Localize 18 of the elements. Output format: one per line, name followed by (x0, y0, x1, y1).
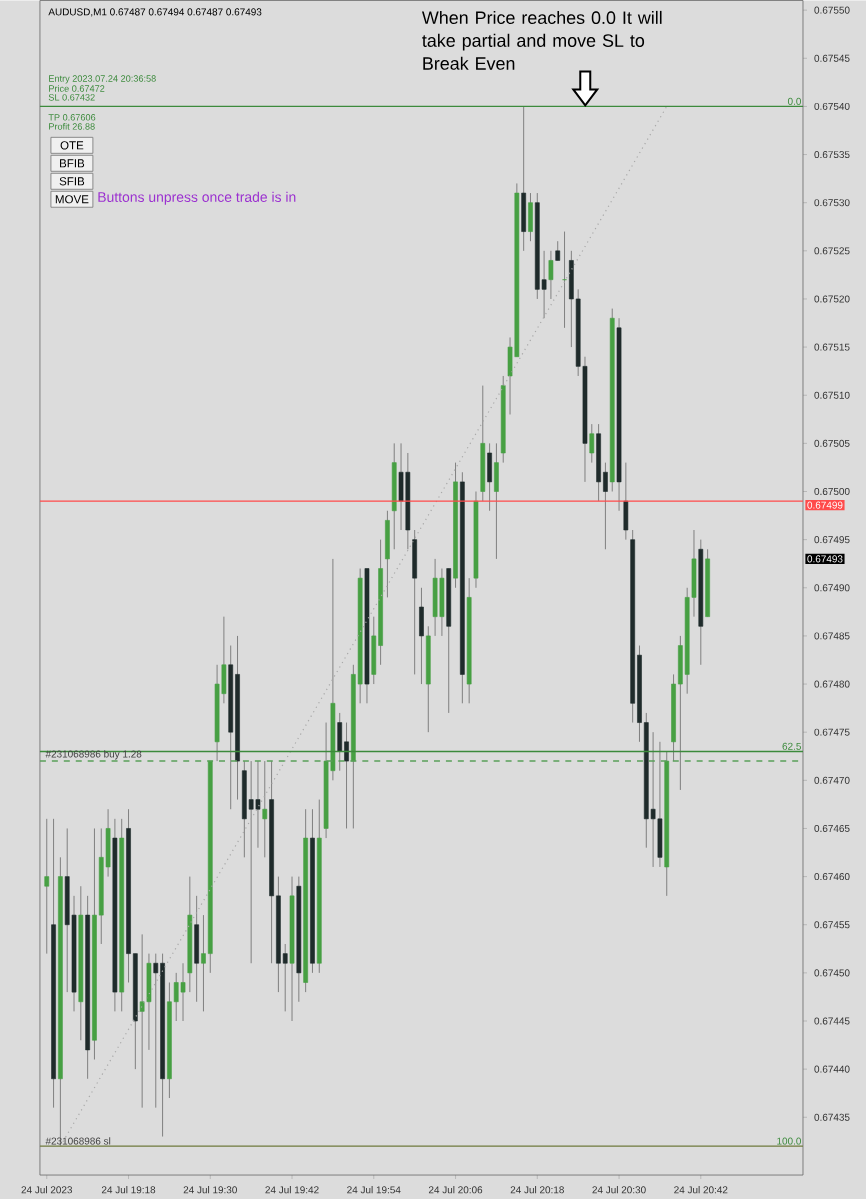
candlestick (255, 760, 260, 849)
candlestick (43, 818, 49, 955)
annotation: When Price reaches 0.0 It will take partial and move SL to Break Even (421, 10, 662, 70)
candlestick (527, 192, 533, 242)
candlestick (439, 568, 444, 637)
candlestick (486, 442, 492, 512)
candlestick (384, 510, 390, 598)
candlestick (493, 442, 499, 560)
candlestick (336, 712, 342, 772)
candlestick (520, 105, 526, 252)
candlestick (343, 722, 349, 829)
candlestick (261, 760, 267, 858)
candlestick (139, 933, 145, 1109)
candlestick (418, 587, 424, 685)
candlestick (152, 953, 158, 1109)
candlestick (193, 895, 199, 1003)
candlestick (248, 760, 254, 964)
candlestick (398, 442, 403, 531)
